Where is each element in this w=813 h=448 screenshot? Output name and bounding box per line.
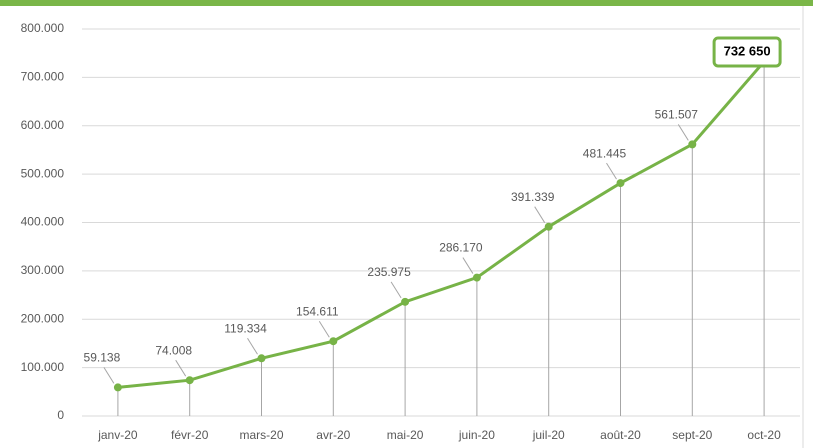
marker — [329, 337, 338, 346]
value-label: 391.339 — [511, 190, 555, 204]
leader-line — [247, 338, 258, 355]
value-label: 561.507 — [655, 108, 699, 122]
value-label: 235.975 — [367, 265, 411, 279]
marker — [616, 179, 625, 188]
marker — [257, 354, 266, 363]
x-tick-label: juil-20 — [532, 428, 565, 442]
x-tick-label: oct-20 — [747, 428, 781, 442]
y-tick-label: 100.000 — [21, 360, 65, 374]
marker — [544, 222, 553, 231]
y-tick-label: 600.000 — [21, 118, 65, 132]
y-tick-label: 0 — [57, 408, 64, 422]
leader-line — [103, 367, 115, 384]
value-label: 732 650 — [724, 43, 771, 58]
y-tick-label: 400.000 — [21, 215, 65, 229]
value-label: 154.611 — [296, 304, 339, 318]
leader-line — [175, 359, 187, 377]
x-tick-label: sept-20 — [672, 428, 712, 442]
x-tick-label: août-20 — [600, 428, 641, 442]
x-tick-label: mai-20 — [387, 428, 424, 442]
value-label: 74.008 — [155, 343, 192, 357]
leader-line — [390, 281, 402, 299]
value-label: 119.334 — [224, 321, 267, 335]
marker — [688, 140, 697, 149]
top-bar — [0, 0, 813, 6]
x-tick-label: févr-20 — [171, 428, 209, 442]
y-tick-label: 500.000 — [21, 166, 65, 180]
leader-line — [606, 162, 617, 180]
x-tick-label: avr-20 — [316, 428, 350, 442]
value-label: 286.170 — [439, 241, 483, 255]
leader-line — [534, 206, 546, 223]
x-tick-label: janv-20 — [97, 428, 138, 442]
y-tick-label: 800.000 — [21, 21, 65, 35]
leader-line — [677, 124, 689, 141]
marker — [472, 273, 481, 282]
marker — [401, 297, 410, 306]
value-label: 481.445 — [583, 146, 627, 160]
y-tick-label: 300.000 — [21, 263, 65, 277]
leader-line — [462, 257, 474, 274]
line — [117, 60, 766, 389]
y-tick-label: 200.000 — [21, 311, 65, 325]
marker — [185, 376, 194, 385]
x-tick-label: mars-20 — [239, 428, 283, 442]
value-label: 59.138 — [84, 351, 121, 365]
y-tick-label: 700.000 — [21, 70, 65, 84]
leader-line — [318, 320, 330, 338]
x-tick-label: juin-20 — [458, 428, 495, 442]
marker — [113, 383, 122, 392]
label-box — [712, 36, 782, 68]
